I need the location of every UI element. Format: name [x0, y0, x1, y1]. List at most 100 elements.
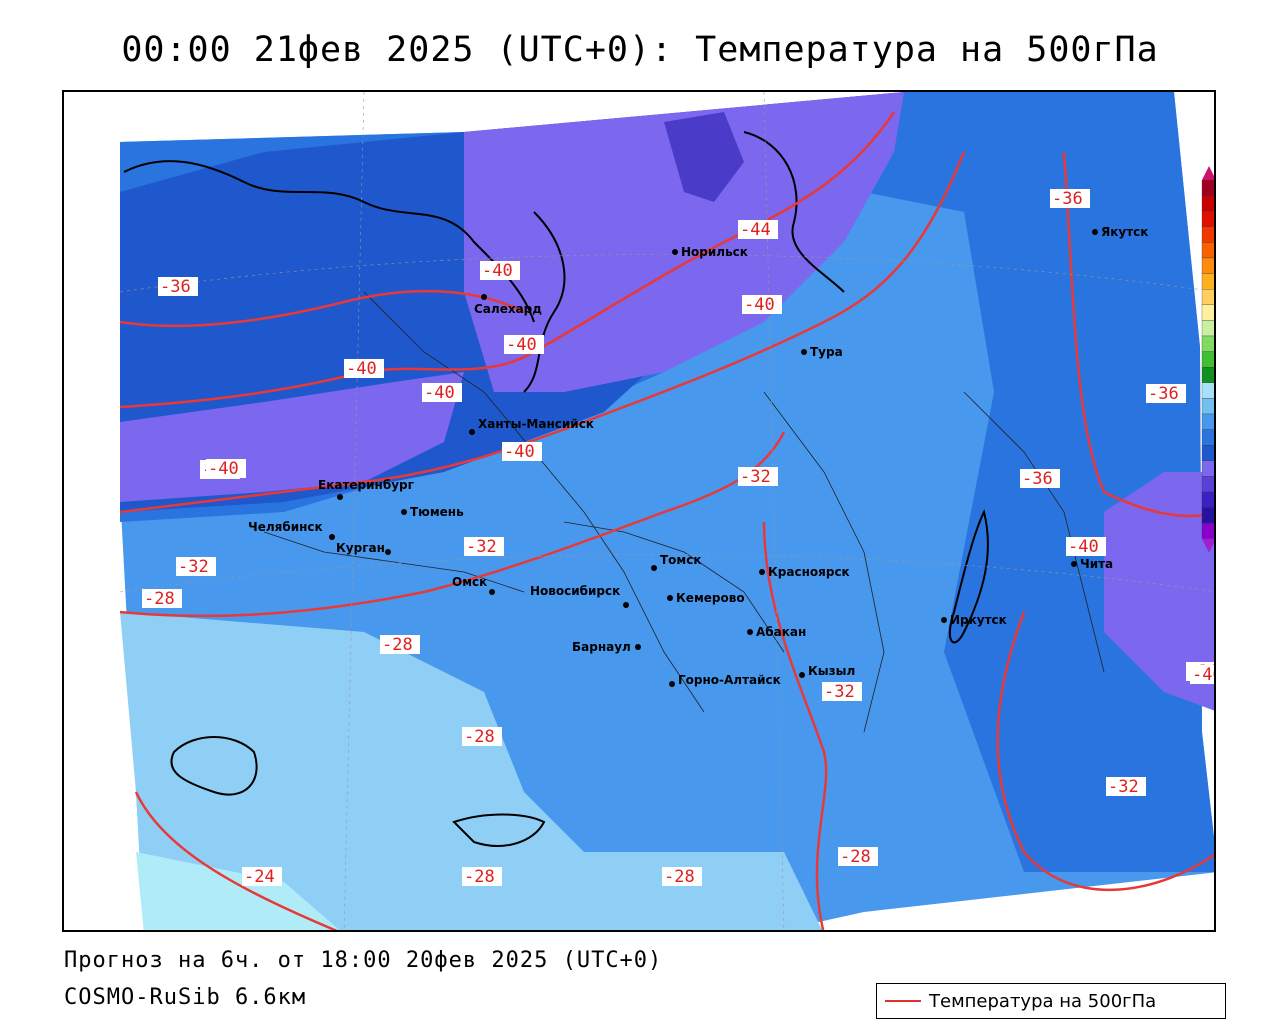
city-label: Ханты-Мансийск	[478, 417, 594, 431]
colorbar-swatch	[1201, 195, 1214, 212]
isoline-label: -40	[1068, 537, 1099, 557]
isoline-label-bg	[1146, 384, 1186, 403]
city-dot	[1092, 229, 1098, 235]
isoline-label: -28	[840, 847, 871, 867]
city-dot	[672, 249, 678, 255]
isoline-label-bg	[464, 537, 504, 556]
isoline-label-bg	[206, 459, 246, 478]
city-dot	[635, 644, 641, 650]
city-label: Красноярск	[768, 565, 850, 579]
colorbar-swatch	[1201, 460, 1214, 477]
isoline-label: -24	[244, 867, 275, 887]
city-label: Омск	[452, 575, 487, 589]
city-label: Барнаул	[572, 640, 631, 654]
colorbar-swatch	[1201, 179, 1214, 196]
isoline-label-bg	[1050, 189, 1090, 208]
isoline-label: -40	[504, 442, 535, 462]
city-dot	[747, 629, 753, 635]
colorbar-swatch	[1201, 320, 1214, 337]
colorbar-swatch	[1201, 289, 1214, 305]
isoline-label-bg	[1020, 469, 1060, 488]
colorbar-swatch	[1201, 429, 1214, 446]
isoline-label-bg	[422, 383, 462, 402]
isoline-label-bg	[158, 277, 198, 296]
colorbar-swatch	[1201, 413, 1214, 430]
city-dot	[469, 429, 475, 435]
series-line-swatch	[885, 1000, 921, 1002]
isoline-label-bg	[502, 442, 542, 461]
isoline-label: -28	[144, 589, 175, 609]
city-label: Горно-Алтайск	[678, 673, 781, 687]
city-label: Норильск	[681, 245, 748, 259]
isoline-label-bg	[176, 557, 216, 576]
isoline-label-bg	[738, 220, 778, 239]
city-label: Тура	[810, 345, 843, 359]
isoline-label-bg	[1106, 777, 1146, 796]
isoline-label: -28	[664, 867, 695, 887]
isoline-label-bg	[462, 727, 502, 746]
isoline-label-bg	[380, 635, 420, 654]
isoline-label: -32	[824, 682, 855, 702]
isoline-label: -36	[1022, 469, 1053, 489]
colorbar-swatch	[1201, 367, 1214, 383]
map-title: 00:00 21фев 2025 (UTC+0): Температура на…	[121, 30, 1159, 70]
colorbar-swatch	[1201, 382, 1214, 399]
city-dot	[385, 549, 391, 555]
isotherms	[119, 111, 1214, 930]
colorbar-swatch	[1201, 351, 1214, 368]
isoline-label-bg	[822, 682, 862, 701]
isoline-label: -40	[482, 261, 513, 281]
city-label: Иркутск	[950, 613, 1007, 627]
city-label: Челябинск	[248, 520, 323, 534]
isoline-label-bg	[1190, 665, 1214, 684]
temperature-map[interactable]: 2824201612840-4-8-12-16-20-24-28-32-36-4…	[62, 90, 1216, 932]
colorbar-swatch	[1201, 242, 1214, 259]
city-dot	[941, 617, 947, 623]
isoline-label-bg	[462, 867, 502, 886]
series-legend: Температура на 500гПа	[876, 983, 1226, 1019]
isoline-label: -28	[464, 867, 495, 887]
isoline-label: -36	[1148, 384, 1179, 404]
isoline-label: -40	[346, 359, 377, 379]
isoline-label: -32	[466, 537, 497, 557]
city-dot	[623, 602, 629, 608]
city-dot	[401, 509, 407, 515]
city-label: Екатеринбург	[318, 478, 414, 492]
city-dot	[669, 681, 675, 687]
city-dot	[337, 494, 343, 500]
isoline-label: -32	[740, 467, 771, 487]
series-legend-label: Температура на 500гПа	[929, 990, 1157, 1012]
model-info: COSMO-RuSib 6.6км	[64, 985, 307, 1010]
colorbar-swatch	[1201, 273, 1214, 290]
city-label: Томск	[660, 553, 702, 567]
colorbar-swatch	[1201, 445, 1214, 461]
isoline-label: -28	[464, 727, 495, 747]
city-label: Чита	[1080, 557, 1113, 571]
city-dot	[799, 672, 805, 678]
colorbar-top-arrow	[1202, 166, 1214, 180]
isoline-label: -44	[740, 220, 771, 240]
city-markers: Салехард Норильск Якутск Тура Ханты-Мансийск…	[248, 225, 1148, 687]
colorbar: 2824201612840-4-8-12-16-20-24-28-32-36-4…	[1201, 166, 1214, 553]
isoline-label: -32	[178, 557, 209, 577]
city-dot	[489, 589, 495, 595]
city-label: Курган	[336, 541, 385, 555]
city-label: Новосибирск	[530, 584, 620, 598]
colorbar-swatch	[1201, 476, 1214, 493]
isoline-label-bg	[480, 261, 520, 280]
isoline-label: -40	[744, 295, 775, 315]
isoline-label: -40	[1192, 665, 1216, 685]
colorbar-swatch	[1201, 304, 1214, 321]
isoline-label: -40	[506, 335, 537, 355]
colorbar-swatch	[1201, 507, 1214, 524]
city-dot	[801, 349, 807, 355]
isoline-label-bg	[142, 589, 182, 608]
isoline-labels: -36 -40 -44 -40 -40 -40 -40 -36 -40 -40 -32 -36 -36 -…	[142, 189, 1216, 887]
isoline-label-bg	[1066, 537, 1106, 556]
city-dot	[651, 565, 657, 571]
city-label: Якутск	[1101, 225, 1148, 239]
colorbar-swatch	[1201, 491, 1214, 508]
isoline-label-bg	[242, 867, 282, 886]
city-label: Тюмень	[410, 505, 464, 519]
isoline-label: -40	[424, 383, 455, 403]
